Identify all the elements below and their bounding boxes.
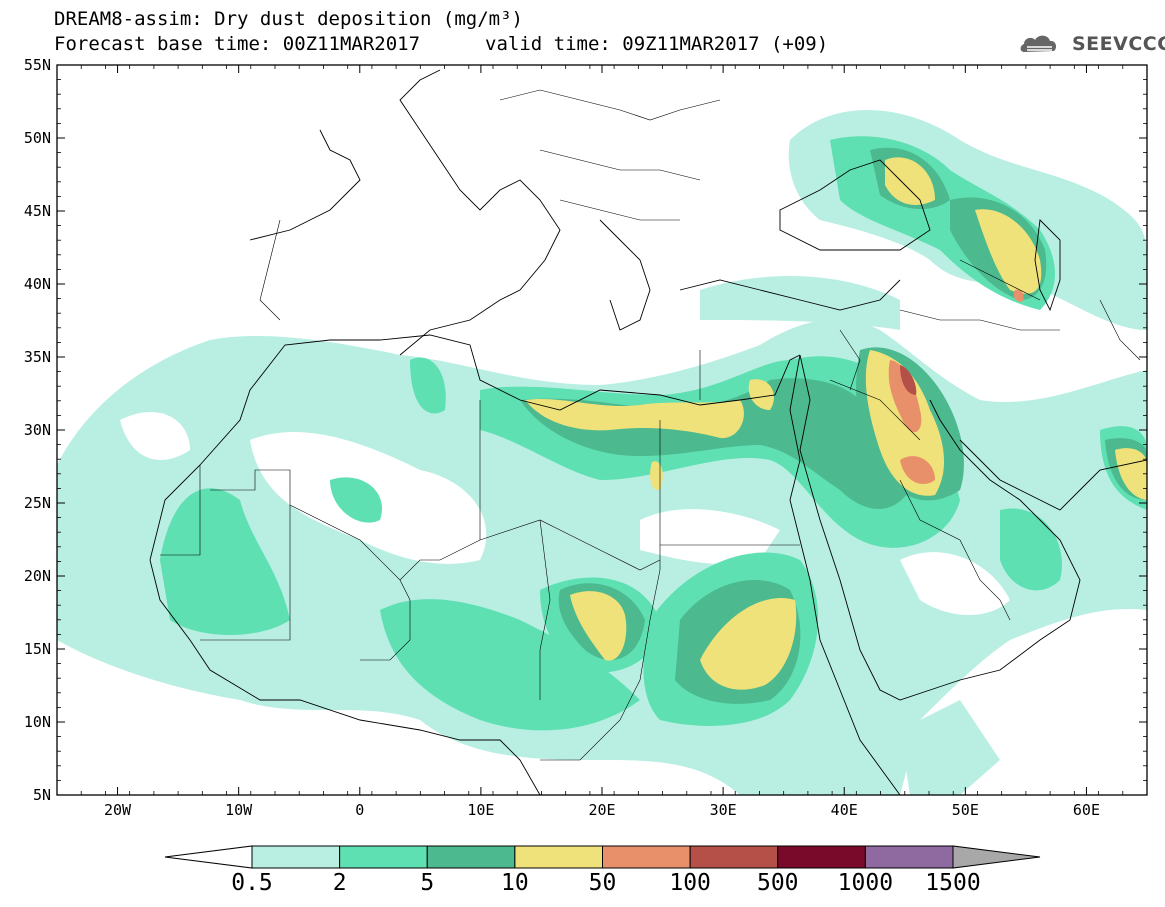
colorbar-swatch — [864, 845, 954, 869]
colorbar-swatch — [602, 845, 691, 869]
colorbar-swatch — [426, 845, 516, 869]
colorbar-swatch — [339, 845, 428, 869]
lat-label: 10N — [24, 713, 51, 731]
colorbar-swatch — [251, 845, 341, 869]
colorbar-label: 5 — [420, 870, 435, 896]
lat-label: 20N — [24, 567, 51, 585]
colorbar-label: 1500 — [925, 870, 981, 896]
colorbar-label: 1000 — [837, 870, 894, 896]
lat-label: 25N — [24, 494, 51, 512]
lat-label: 30N — [24, 421, 51, 439]
lon-label: 30E — [710, 801, 737, 819]
dust-level-5 — [888, 289, 1024, 484]
dust-fields — [57, 110, 1147, 795]
lon-label: 0 — [355, 801, 364, 819]
forecast-base-time: Forecast base time: 00Z11MAR2017 — [54, 33, 421, 55]
colorbar-swatch — [689, 845, 779, 869]
valid-time: valid time: 09Z11MAR2017 (+09) — [485, 33, 829, 55]
cloud-logo-icon — [1020, 35, 1057, 52]
lat-label: 5N — [33, 786, 51, 804]
lon-label: 10W — [225, 801, 253, 819]
lon-label: 20W — [104, 801, 132, 819]
colorbar-swatch — [777, 845, 866, 869]
lat-label: 15N — [24, 640, 51, 658]
dust-level-6 — [900, 365, 917, 395]
lon-label: 20E — [588, 801, 615, 819]
colorbar-label: 50 — [588, 870, 617, 896]
lon-label: 60E — [1073, 801, 1100, 819]
dust-level-4 — [525, 157, 1147, 690]
lat-label: 45N — [24, 202, 51, 220]
coastlines — [149, 69, 1147, 795]
lat-label: 55N — [24, 56, 51, 74]
country-borders — [160, 89, 1141, 761]
latitude-axis: 55N 50N 45N 40N 35N 30N 25N 20N 15N 10N 5N — [24, 56, 1147, 804]
longitude-axis: 20W 10W 0 10E 20E 30E 40E 50E 60E — [56, 65, 1148, 819]
lon-label: 40E — [831, 801, 858, 819]
lat-label: 35N — [24, 348, 51, 366]
map-title: DREAM8-assim: Dry dust deposition (mg/m³… — [54, 8, 523, 30]
lon-label: 10E — [467, 801, 494, 819]
colorbar-over-triangle — [952, 845, 1041, 869]
colorbar-label: 100 — [669, 870, 711, 896]
colorbar-swatch — [514, 845, 603, 869]
colorbar-label: 0.5 — [231, 870, 273, 896]
colorbar — [164, 845, 1041, 869]
lat-label: 50N — [24, 129, 51, 147]
lon-label: 50E — [952, 801, 979, 819]
colorbar-label: 2 — [332, 870, 347, 896]
lat-label: 40N — [24, 275, 51, 293]
colorbar-label: 10 — [501, 870, 529, 896]
logo-text: SEEVCCC — [1072, 33, 1165, 55]
colorbar-under-triangle — [164, 845, 253, 869]
colorbar-label: 500 — [756, 870, 799, 896]
